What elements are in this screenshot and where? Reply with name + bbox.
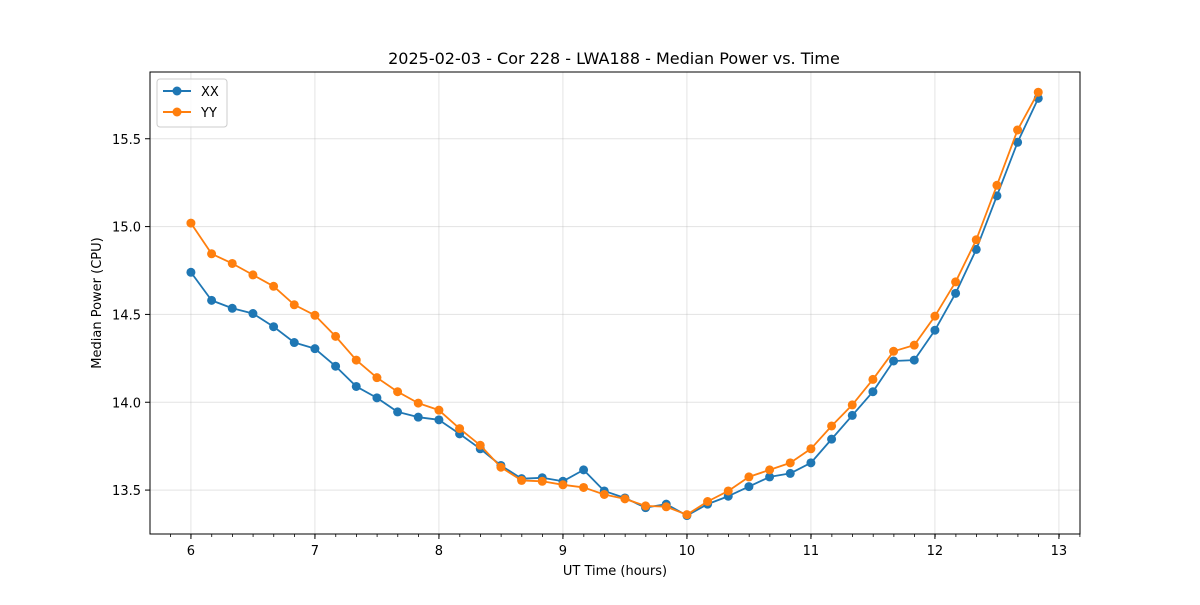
data-point-xx	[331, 361, 341, 371]
x-tick-label: 11	[803, 544, 820, 559]
data-point-xx	[207, 295, 217, 305]
data-point-yy	[248, 270, 258, 280]
legend: XX YY	[156, 78, 228, 128]
x-tick-label: 8	[435, 544, 443, 559]
data-point-yy	[682, 510, 692, 520]
data-point-xx	[847, 410, 857, 420]
y-tick-label: 13.5	[112, 484, 141, 499]
data-point-yy	[475, 440, 485, 450]
data-point-yy	[289, 300, 299, 310]
data-point-xx	[765, 472, 775, 482]
data-point-yy	[930, 311, 940, 321]
legend-marker-yy	[172, 107, 182, 117]
data-point-yy	[351, 355, 361, 365]
data-point-xx	[744, 482, 754, 492]
data-point-xx	[434, 415, 444, 425]
legend-marker-xx	[172, 86, 182, 96]
data-point-xx	[909, 355, 919, 365]
data-point-yy	[393, 387, 403, 397]
data-point-yy	[1033, 87, 1043, 97]
data-point-xx	[827, 434, 837, 444]
data-point-xx	[310, 344, 320, 354]
y-tick-label: 14.5	[112, 308, 141, 323]
data-point-yy	[971, 235, 981, 245]
data-point-xx	[951, 288, 961, 298]
x-tick-label: 9	[559, 544, 567, 559]
axis-ticks: 6 7 8 9 10 11 12 13 13.5 14.0 14.5 15.0 15.5	[112, 133, 1081, 559]
data-point-yy	[331, 331, 341, 341]
data-point-yy	[227, 258, 237, 268]
data-point-yy	[909, 340, 919, 350]
data-point-xx	[971, 244, 981, 254]
data-point-yy	[827, 421, 837, 431]
x-tick-label: 13	[1051, 544, 1068, 559]
data-point-yy	[599, 489, 609, 499]
series-layer	[186, 87, 1043, 521]
data-point-xx	[269, 322, 279, 332]
data-point-yy	[641, 501, 651, 511]
data-point-yy	[889, 346, 899, 356]
data-point-xx	[579, 465, 589, 475]
data-point-yy	[434, 405, 444, 415]
data-point-yy	[703, 497, 713, 506]
data-point-yy	[455, 424, 465, 434]
data-point-yy	[661, 502, 671, 512]
x-tick-label: 6	[187, 544, 195, 559]
plot-frame	[149, 71, 1081, 535]
data-point-yy	[951, 277, 961, 287]
data-point-yy	[310, 310, 320, 320]
data-point-xx	[806, 458, 816, 468]
x-tick-label: 10	[679, 544, 696, 559]
data-point-xx	[393, 407, 403, 417]
data-point-xx	[868, 387, 878, 397]
data-point-xx	[930, 325, 940, 335]
data-point-xx	[227, 303, 237, 313]
data-point-yy	[186, 218, 196, 228]
data-point-yy	[517, 475, 527, 485]
data-point-xx	[372, 393, 382, 403]
data-point-yy	[765, 465, 775, 475]
y-tick-label: 15.5	[112, 133, 141, 148]
x-axis-label: UT Time (hours)	[563, 564, 667, 579]
data-point-yy	[579, 482, 589, 492]
data-point-yy	[496, 462, 506, 472]
data-point-xx	[889, 356, 899, 366]
data-point-yy	[868, 374, 878, 384]
x-tick-label: 12	[927, 544, 944, 559]
x-tick-label: 7	[311, 544, 319, 559]
data-point-yy	[207, 249, 217, 259]
data-point-yy	[992, 180, 1002, 190]
data-point-xx	[1013, 137, 1023, 147]
data-point-yy	[723, 486, 733, 496]
data-point-yy	[558, 480, 568, 490]
data-point-yy	[537, 476, 547, 486]
data-point-yy	[806, 444, 816, 454]
y-axis-label: Median Power (CPU)	[90, 237, 105, 368]
data-point-yy	[620, 494, 630, 504]
data-point-yy	[847, 400, 857, 410]
data-point-xx	[785, 468, 795, 478]
data-point-yy	[785, 458, 795, 468]
y-tick-label: 14.0	[112, 396, 141, 411]
data-point-yy	[413, 398, 423, 408]
data-point-xx	[351, 381, 361, 391]
data-point-xx	[186, 267, 196, 277]
data-point-xx	[289, 338, 299, 348]
data-point-xx	[248, 309, 258, 319]
data-point-yy	[744, 472, 754, 482]
chart-title: 2025-02-03 - Cor 228 - LWA188 - Median P…	[388, 49, 840, 68]
grid	[150, 72, 1080, 534]
legend-label-yy: YY	[200, 106, 217, 121]
data-point-yy	[1013, 125, 1023, 135]
legend-label-xx: XX	[201, 85, 219, 100]
data-point-yy	[269, 281, 279, 291]
data-point-yy	[372, 373, 382, 383]
data-point-xx	[413, 412, 423, 422]
y-tick-label: 15.0	[112, 221, 141, 236]
